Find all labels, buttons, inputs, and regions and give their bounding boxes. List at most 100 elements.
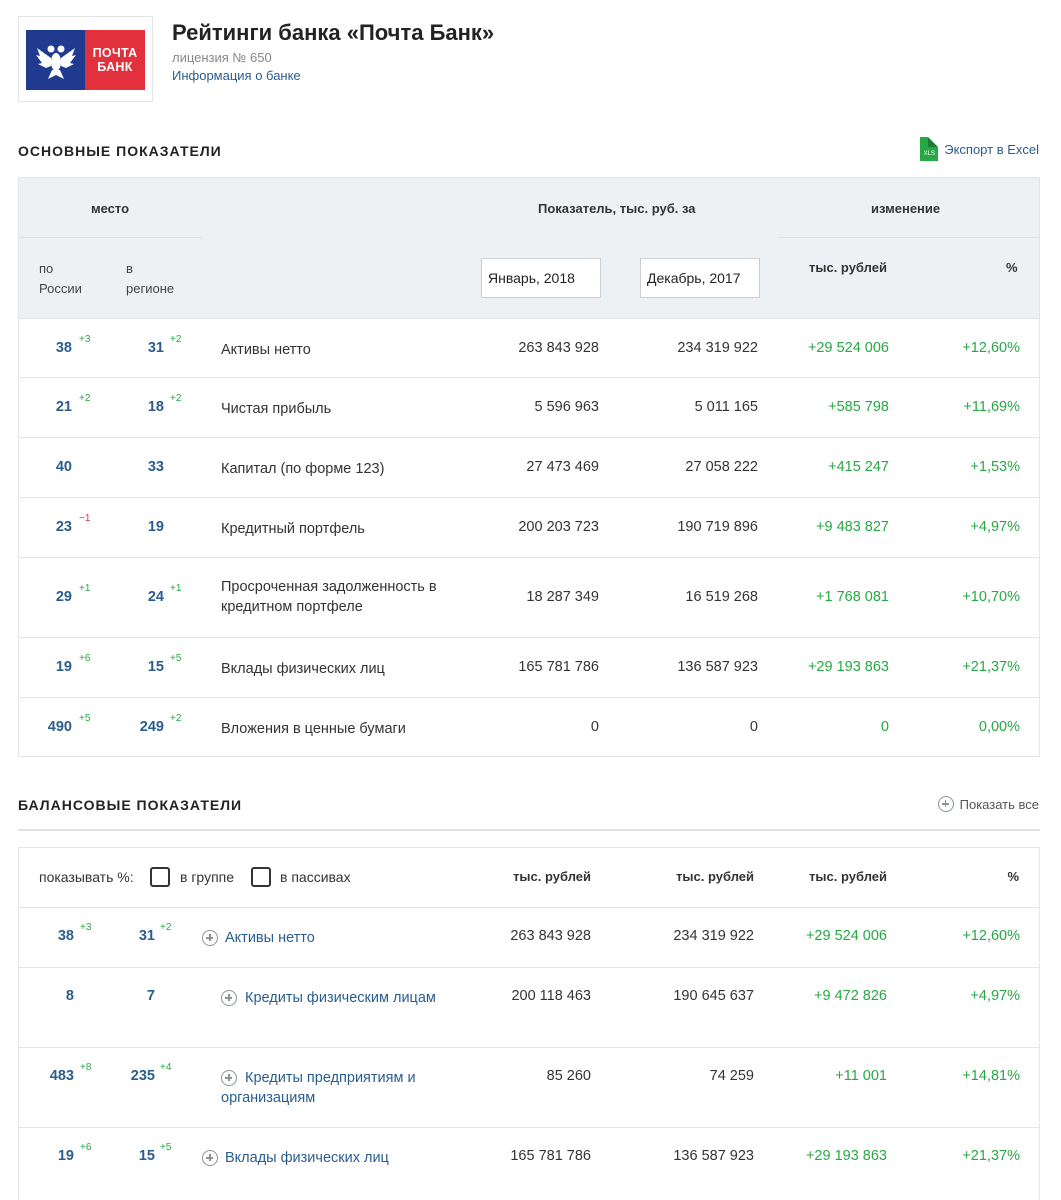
- table-row: 19 +6 15 +5 Вклады физических лиц 165 781 786…: [19, 1127, 1039, 1187]
- change-percent: +21,37%: [962, 1148, 1020, 1164]
- expand-plus-icon[interactable]: [221, 1070, 237, 1086]
- table-row: 19 +6 15 +5 Вклады физических лиц 165 781 786…: [19, 637, 1039, 697]
- bank-info-link[interactable]: Информация о банке: [172, 68, 301, 83]
- rank-russia[interactable]: 19: [57, 1148, 74, 1164]
- value-current: 263 843 928: [518, 340, 599, 356]
- balance-indicators-table: показывать %: в группе в пассивах тыс. р…: [18, 847, 1040, 1200]
- change-percent: +14,81%: [962, 1068, 1020, 1084]
- rank-region[interactable]: 249: [139, 719, 164, 735]
- value-previous: 136 587 923: [677, 659, 758, 675]
- rank-region[interactable]: 31: [147, 340, 164, 356]
- rank-region[interactable]: 19: [147, 519, 164, 535]
- change-absolute: +29 193 863: [807, 659, 889, 675]
- rank-region-delta: +5: [170, 653, 182, 664]
- rank-russia[interactable]: 23: [55, 519, 72, 535]
- balance-section-title: БАЛАНСОВЫЕ ПОКАЗАТЕЛИ: [18, 797, 243, 813]
- rank-russia[interactable]: 490: [47, 719, 72, 735]
- in-liabilities-checkbox[interactable]: [251, 867, 271, 887]
- rank-region-delta: +2: [170, 393, 182, 404]
- change-percent: +1,53%: [970, 459, 1020, 475]
- value-previous: 234 319 922: [673, 928, 754, 944]
- expand-plus-icon[interactable]: [202, 930, 218, 946]
- rank-region[interactable]: 31: [138, 928, 155, 944]
- indicator-link[interactable]: Вклады физических лиц: [225, 1150, 389, 1166]
- rank-region-delta: +5: [160, 1142, 172, 1153]
- indicator-name: Вклады физических лиц: [221, 661, 385, 677]
- rank-region[interactable]: 18: [147, 399, 164, 415]
- header-place: место: [91, 201, 130, 216]
- change-absolute: +11 001: [835, 1068, 887, 1084]
- rank-russia[interactable]: 21: [55, 399, 72, 415]
- change-absolute: +29 524 006: [807, 340, 889, 356]
- rank-russia-delta: +2: [79, 393, 91, 404]
- header-in-region: в регионе: [126, 261, 175, 296]
- rank-region[interactable]: 24: [147, 589, 164, 605]
- value-previous: 5 011 165: [694, 399, 758, 415]
- value-current: 27 473 469: [526, 459, 599, 475]
- rank-region-delta: +1: [170, 583, 182, 594]
- table-row: 23 −1 19 Кредитный портфель 200 203 723 190 7…: [19, 497, 1039, 557]
- value-current: 85 260: [546, 1068, 591, 1084]
- change-percent: +10,70%: [962, 589, 1020, 605]
- col-header-2: тыс. рублей: [676, 869, 754, 884]
- xls-file-icon: XLS: [920, 137, 939, 161]
- indicator-link[interactable]: Активы нетто: [225, 930, 315, 946]
- rank-russia-delta: +8: [80, 1062, 92, 1073]
- rank-russia-delta: +1: [79, 583, 91, 594]
- change-percent: +21,37%: [962, 659, 1020, 675]
- indicator-name: Активы нетто: [221, 342, 311, 358]
- value-current: 18 287 349: [526, 589, 599, 605]
- rank-russia[interactable]: 19: [55, 659, 72, 675]
- change-absolute: +415 247: [828, 459, 889, 475]
- section-divider: [18, 829, 1040, 831]
- rank-russia[interactable]: 8: [65, 988, 74, 1004]
- header-by-russia: по России: [39, 261, 82, 296]
- table-row: 490 +5 249 +2 Вложения в ценные бумаги 0 0 0 0,0…: [19, 697, 1039, 757]
- rank-region[interactable]: 235: [130, 1068, 155, 1084]
- value-previous: 190 719 896: [677, 519, 758, 535]
- change-absolute: +9 483 827: [816, 519, 889, 535]
- rank-region[interactable]: 15: [147, 659, 164, 675]
- rank-russia-delta: +6: [79, 653, 91, 664]
- indicator-name: Кредитный портфель: [221, 521, 365, 537]
- table-row: 38 +3 31 +2 Активы нетто 263 843 928 234 319 9…: [19, 907, 1039, 967]
- rank-russia[interactable]: 38: [55, 340, 72, 356]
- rank-russia[interactable]: 29: [55, 589, 72, 605]
- rank-region-delta: +2: [170, 713, 182, 724]
- rank-russia[interactable]: 38: [57, 928, 74, 944]
- header-change: изменение: [871, 201, 941, 216]
- rank-region[interactable]: 15: [138, 1148, 155, 1164]
- rank-region-delta: +2: [170, 334, 182, 345]
- value-current: 200 203 723: [518, 519, 599, 535]
- value-previous: 234 319 922: [677, 340, 758, 356]
- export-excel-button[interactable]: XLS Экспорт в Excel: [920, 137, 1039, 161]
- eagle-emblem-icon: [26, 30, 85, 90]
- date-select-previous[interactable]: Декабрь, 2017: [640, 258, 760, 298]
- indicator-link[interactable]: Кредиты предприятиям и организациям: [221, 1070, 416, 1106]
- expand-plus-icon[interactable]: [221, 990, 237, 1006]
- in-group-checkbox[interactable]: [150, 867, 170, 887]
- show-percent-label: показывать %:: [39, 869, 134, 885]
- logo-wordmark: ПОЧТА БАНК: [85, 30, 145, 90]
- rank-russia[interactable]: 40: [55, 459, 72, 475]
- value-previous: 74 259: [709, 1068, 754, 1084]
- table-row: 40 33 Капитал (по форме 123) 27 473 469 27 0…: [19, 437, 1039, 497]
- indicator-link[interactable]: Кредиты физическим лицам: [245, 990, 436, 1006]
- change-absolute: +29 524 006: [805, 928, 887, 944]
- rank-region-delta: +4: [160, 1062, 172, 1073]
- rank-region[interactable]: 33: [147, 459, 164, 475]
- change-percent: +11,69%: [963, 399, 1020, 415]
- rank-russia[interactable]: 483: [49, 1068, 74, 1084]
- date-select-current[interactable]: Январь, 2018: [481, 258, 601, 298]
- main-section-title: ОСНОВНЫЕ ПОКАЗАТЕЛИ: [18, 143, 222, 159]
- in-liabilities-label: в пассивах: [280, 869, 351, 885]
- change-absolute: +9 472 826: [814, 988, 887, 1004]
- rank-region[interactable]: 7: [146, 988, 155, 1004]
- main-indicators-table: место Показатель, тыс. руб. за изменение…: [18, 177, 1040, 757]
- rank-russia-delta: +3: [80, 922, 92, 933]
- export-excel-label: Экспорт в Excel: [944, 141, 1039, 157]
- header-thousand-rub: тыс. рублей: [809, 260, 887, 275]
- expand-plus-icon[interactable]: [202, 1150, 218, 1166]
- table-row: 38 +3 31 +2 Активы нетто 263 843 928 234 319 9…: [19, 318, 1039, 377]
- show-all-button[interactable]: Показать все: [937, 796, 1039, 812]
